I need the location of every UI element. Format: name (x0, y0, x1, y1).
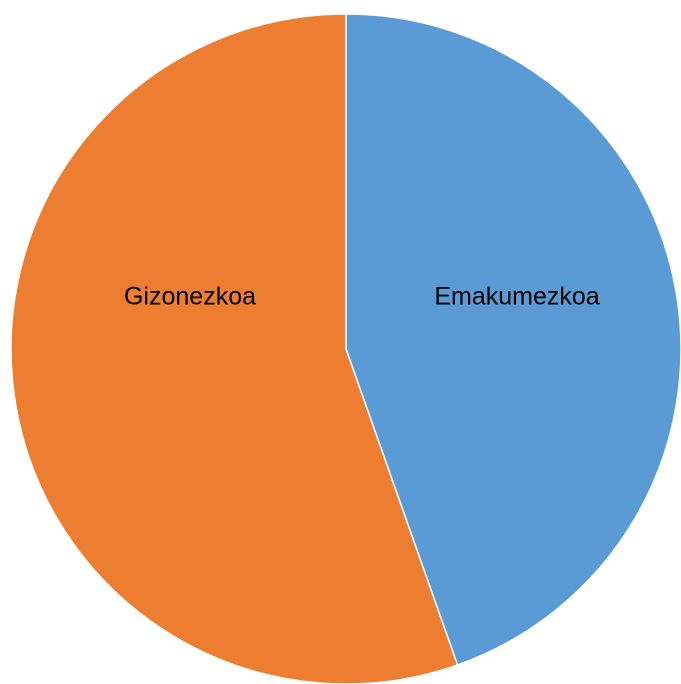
slice-label: Emakumezkoa (434, 283, 599, 311)
pie-slice (345, 13, 681, 666)
pie-slice (10, 13, 459, 684)
slice-label: Gizonezkoa (124, 283, 256, 311)
